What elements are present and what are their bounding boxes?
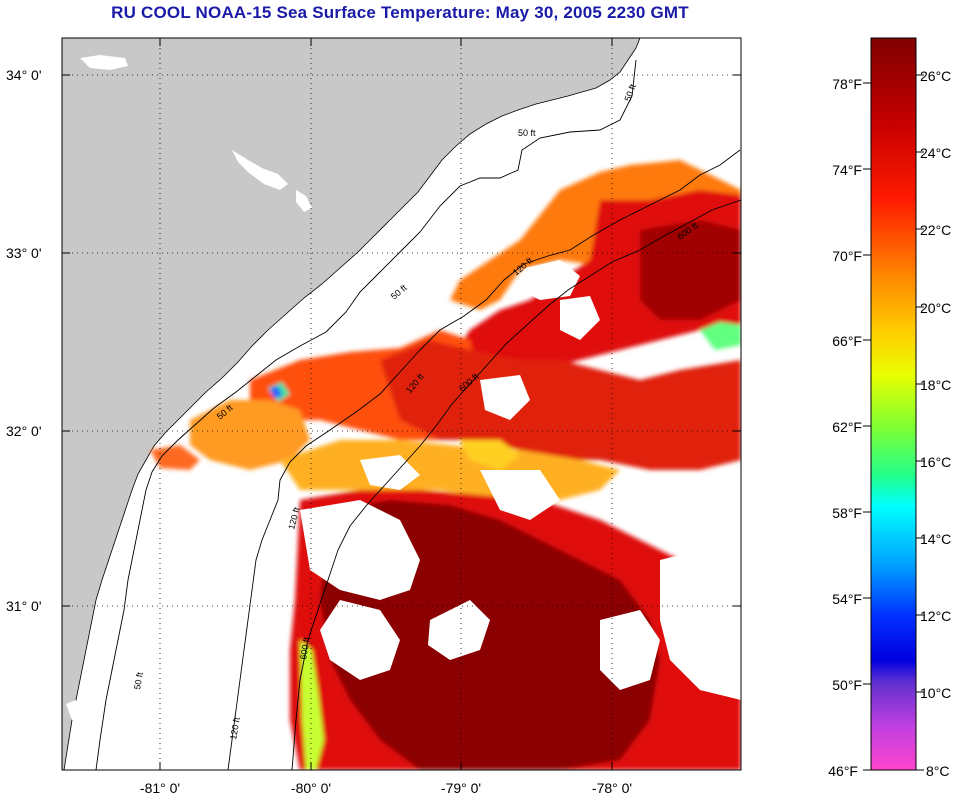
- colorbar-c-label: 16°C: [920, 454, 951, 470]
- cloud-masks: [300, 260, 741, 700]
- colorbar-f-label: 78°F: [832, 76, 862, 92]
- contour-label: 50 ft: [132, 671, 145, 690]
- lake-patch: [296, 190, 312, 212]
- lon-label: -78° 0': [592, 780, 632, 796]
- colorbar-f-label: 54°F: [832, 591, 862, 607]
- graticule: [62, 38, 741, 770]
- map-border: [61, 37, 742, 771]
- contour-50ft: [95, 59, 637, 770]
- contour-label: 600 ft: [298, 636, 312, 660]
- lon-label: -80° 0': [291, 780, 331, 796]
- lat-label: 34° 0': [6, 67, 42, 83]
- lat-label: 33° 0': [6, 245, 42, 261]
- lake-patch: [232, 150, 288, 190]
- colorbar-f-label: 46°F: [828, 763, 858, 779]
- colorbar-c-label: 24°C: [920, 145, 951, 161]
- lon-label: -81° 0': [140, 780, 180, 796]
- colorbar-f-label: 74°F: [832, 162, 862, 178]
- lat-label: 31° 0': [6, 598, 42, 614]
- colorbar-c-label: 8°C: [926, 763, 950, 779]
- colorbar-c-label: 10°C: [920, 685, 951, 701]
- contour-600ft: [291, 199, 741, 770]
- colorbar: 78°F 74°F 70°F 66°F 62°F 58°F 54°F 50°F …: [828, 37, 951, 779]
- lon-label: -79° 0': [441, 780, 481, 796]
- lat-label: 32° 0': [6, 423, 42, 439]
- contour-120ft: [227, 149, 741, 770]
- contour-label: 50 ft: [518, 128, 536, 138]
- contour-label: 120 ft: [228, 716, 242, 740]
- colorbar-c-label: 12°C: [920, 608, 951, 624]
- colorbar-gradient: [870, 37, 917, 771]
- colorbar-f-label: 50°F: [832, 677, 862, 693]
- lake-patch: [66, 700, 80, 720]
- lake-patch: [80, 55, 128, 70]
- colorbar-f-label: 66°F: [832, 333, 862, 349]
- colorbar-c-label: 26°C: [920, 68, 951, 84]
- colorbar-c-label: 14°C: [920, 531, 951, 547]
- colorbar-f-label: 70°F: [832, 248, 862, 264]
- depth-contours: [95, 59, 741, 770]
- colorbar-c-label: 18°C: [920, 377, 951, 393]
- colorbar-f-label: 62°F: [832, 419, 862, 435]
- colorbar-c-label: 22°C: [920, 222, 951, 238]
- map-title: RU COOL NOAA-15 Sea Surface Temperature:…: [111, 3, 689, 22]
- colorbar-c-label: 20°C: [920, 300, 951, 316]
- land-mass: [62, 38, 641, 770]
- colorbar-f-label: 58°F: [832, 505, 862, 521]
- axis-ticks: [62, 38, 741, 770]
